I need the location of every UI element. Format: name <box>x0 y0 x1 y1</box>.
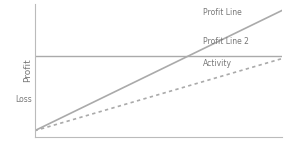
Text: Profit Line 2: Profit Line 2 <box>203 37 249 46</box>
Text: Profit Line: Profit Line <box>203 8 242 17</box>
Text: Loss: Loss <box>15 95 32 104</box>
Y-axis label: Profit: Profit <box>23 59 32 82</box>
Text: Activity: Activity <box>203 59 232 68</box>
